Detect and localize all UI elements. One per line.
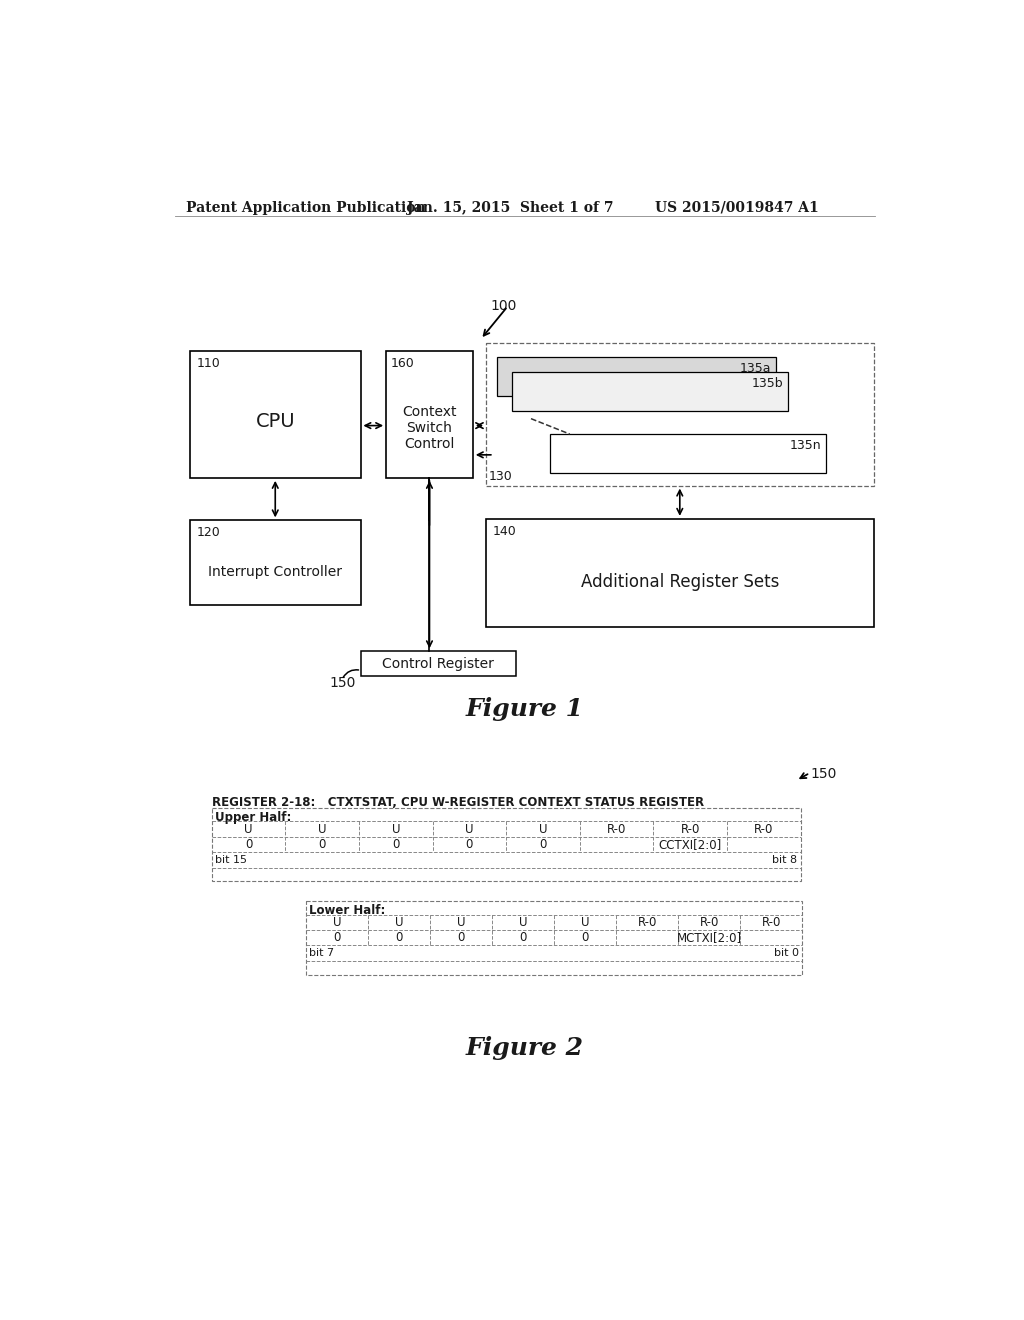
Text: R-0: R-0 — [681, 822, 700, 836]
Text: Context
Switch
Control: Context Switch Control — [402, 405, 457, 451]
Text: US 2015/0019847 A1: US 2015/0019847 A1 — [655, 201, 819, 215]
FancyBboxPatch shape — [190, 351, 360, 478]
Text: Jan. 15, 2015  Sheet 1 of 7: Jan. 15, 2015 Sheet 1 of 7 — [407, 201, 613, 215]
Text: Interrupt Controller: Interrupt Controller — [208, 565, 342, 579]
Text: U: U — [395, 916, 403, 929]
Text: 0: 0 — [395, 931, 402, 944]
Text: 0: 0 — [318, 838, 326, 851]
Text: U: U — [539, 822, 547, 836]
FancyBboxPatch shape — [486, 519, 873, 627]
Text: bit 15: bit 15 — [215, 855, 247, 865]
Text: Upper Half:: Upper Half: — [215, 810, 291, 824]
FancyBboxPatch shape — [550, 434, 825, 473]
Text: U: U — [333, 916, 341, 929]
Text: CCTXI[2:0]: CCTXI[2:0] — [658, 838, 722, 851]
Text: bit 7: bit 7 — [309, 948, 335, 958]
Text: 120: 120 — [197, 527, 220, 540]
Text: R-0: R-0 — [699, 916, 719, 929]
Text: 110: 110 — [197, 358, 220, 370]
Text: 0: 0 — [540, 838, 547, 851]
Text: bit 8: bit 8 — [772, 855, 798, 865]
Text: 0: 0 — [392, 838, 399, 851]
Text: Lower Half:: Lower Half: — [309, 904, 386, 917]
Text: bit 0: bit 0 — [774, 948, 799, 958]
FancyBboxPatch shape — [512, 372, 787, 411]
Text: 0: 0 — [245, 838, 252, 851]
Text: Figure 2: Figure 2 — [466, 1036, 584, 1060]
Text: R-0: R-0 — [607, 822, 627, 836]
FancyBboxPatch shape — [386, 351, 473, 478]
FancyBboxPatch shape — [360, 651, 515, 676]
Text: Additional Register Sets: Additional Register Sets — [581, 573, 779, 591]
FancyBboxPatch shape — [497, 358, 776, 396]
Text: Patent Application Publication: Patent Application Publication — [186, 201, 426, 215]
Text: 160: 160 — [391, 358, 415, 370]
Text: REGISTER 2-18:   CTXTSTAT, CPU W-REGISTER CONTEXT STATUS REGISTER: REGISTER 2-18: CTXTSTAT, CPU W-REGISTER … — [212, 796, 703, 809]
Text: U: U — [519, 916, 527, 929]
Text: Control Register: Control Register — [382, 656, 494, 671]
Text: CPU: CPU — [255, 412, 295, 432]
Text: U: U — [391, 822, 400, 836]
Text: 0: 0 — [466, 838, 473, 851]
FancyBboxPatch shape — [190, 520, 360, 605]
Text: 135a: 135a — [739, 362, 771, 375]
FancyBboxPatch shape — [212, 808, 801, 882]
Text: 0: 0 — [458, 931, 465, 944]
Text: 130: 130 — [489, 470, 513, 483]
Text: U: U — [245, 822, 253, 836]
FancyBboxPatch shape — [306, 900, 802, 974]
Text: U: U — [581, 916, 590, 929]
Text: 0: 0 — [519, 931, 527, 944]
Text: R-0: R-0 — [762, 916, 781, 929]
Text: Figure 1: Figure 1 — [466, 697, 584, 722]
Text: MCTXI[2:0]: MCTXI[2:0] — [677, 931, 741, 944]
Text: 135b: 135b — [752, 378, 783, 391]
Text: 150: 150 — [810, 767, 837, 780]
Text: 150: 150 — [330, 676, 356, 690]
Text: R-0: R-0 — [638, 916, 657, 929]
Text: 140: 140 — [493, 525, 516, 539]
Text: 0: 0 — [582, 931, 589, 944]
Text: U: U — [465, 822, 474, 836]
Text: 135n: 135n — [790, 438, 821, 451]
Text: R-0: R-0 — [755, 822, 773, 836]
Text: U: U — [317, 822, 327, 836]
Text: 100: 100 — [490, 298, 517, 313]
Text: 0: 0 — [334, 931, 341, 944]
FancyBboxPatch shape — [486, 343, 873, 486]
Text: U: U — [457, 916, 466, 929]
